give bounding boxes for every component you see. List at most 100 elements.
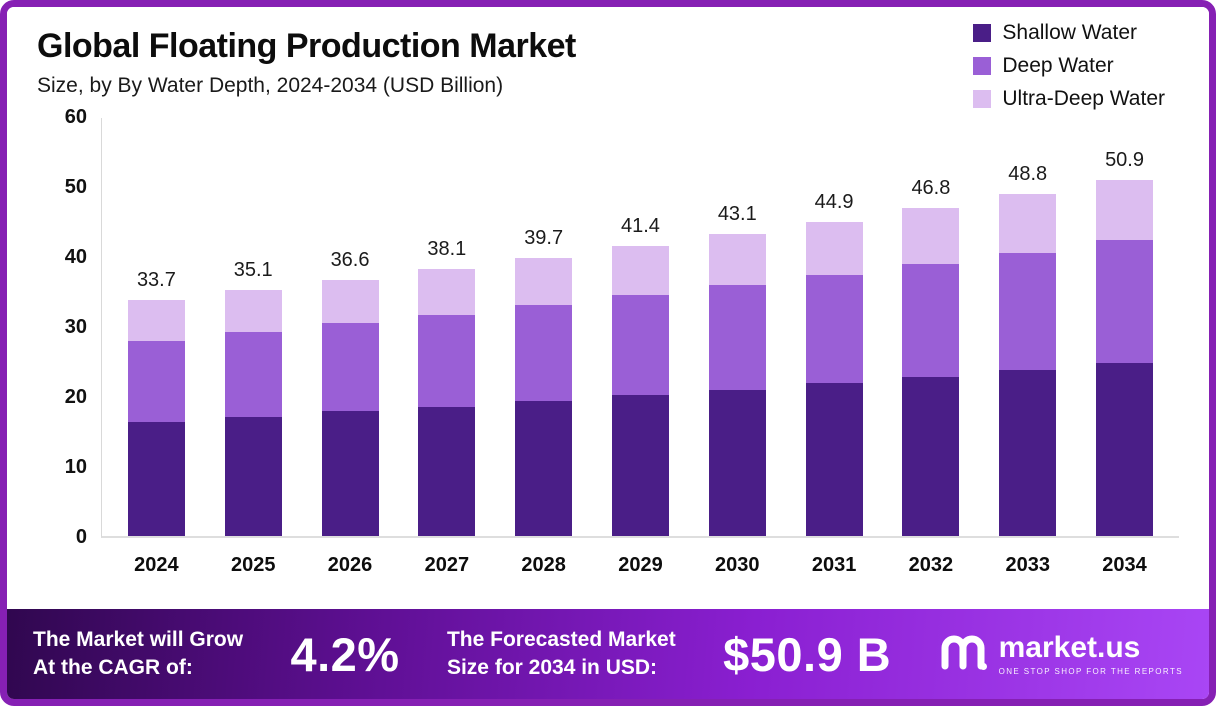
- brand-tagline: ONE STOP SHOP FOR THE REPORTS: [998, 666, 1183, 676]
- forecast-label: The Forecasted Market Size for 2034 in U…: [447, 626, 676, 683]
- stacked-bar: [418, 269, 476, 536]
- forecast-label-line2: Size for 2034 in USD:: [446, 656, 658, 679]
- bar-segment-deep-water: [321, 323, 379, 412]
- legend-item: Deep Water: [973, 54, 1165, 78]
- y-axis-tick-label: 10: [64, 456, 87, 478]
- bar-segment-shallow-water: [805, 383, 863, 536]
- x-axis-tick-label: 2028: [521, 554, 566, 576]
- legend-item: Ultra-Deep Water: [973, 87, 1165, 111]
- stacked-bar: [1096, 179, 1154, 536]
- cagr-label: The Market will Grow At the CAGR of:: [33, 626, 243, 683]
- stacked-bar: [515, 258, 573, 536]
- y-axis-tick-label: 60: [64, 106, 87, 128]
- y-axis-tick-label: 30: [64, 316, 87, 338]
- chart-section: Global Floating Production Market Size, …: [7, 7, 1209, 609]
- y-axis-tick-label: 0: [75, 526, 87, 548]
- forecast-value: $50.9 B: [723, 627, 892, 681]
- plot-bars: 33.7 35.1 36.6 38.1 39.7 41.4 43.1 44.9 46.8 48.8…: [102, 118, 1179, 536]
- y-axis-tick-label: 50: [64, 176, 87, 198]
- marketus-logo-icon: [939, 633, 987, 676]
- bar-segment-ultra-deep-water: [805, 221, 863, 275]
- bar-segment-deep-water: [805, 274, 863, 384]
- bar-group: 50.9: [1076, 149, 1173, 536]
- x-axis-tick-label: 2031: [811, 554, 857, 576]
- legend-swatch: [973, 24, 992, 42]
- stacked-bar: [999, 194, 1057, 536]
- bar-segment-shallow-water: [1096, 363, 1154, 536]
- bar-segment-ultra-deep-water: [127, 300, 185, 341]
- x-axis-tick-label: 2030: [715, 554, 760, 576]
- bar-total-label: 39.7: [524, 227, 564, 250]
- x-axis-tick-label: 2026: [327, 554, 373, 576]
- stacked-bar: [224, 290, 282, 536]
- bar-segment-ultra-deep-water: [1096, 179, 1154, 240]
- bar-segment-deep-water: [224, 332, 282, 417]
- x-axis-labels: 2024 2025 2026 2027 2028 2029 2030 2031 2032 2033…: [102, 554, 1179, 577]
- stacked-bar: [708, 234, 766, 536]
- cagr-value: 4.2%: [290, 627, 400, 681]
- legend-label: Deep Water: [1002, 54, 1114, 77]
- bar-total-label: 33.7: [136, 269, 176, 292]
- plot-area: 33.7 35.1 36.6 38.1 39.7 41.4 43.1 44.9 46.8 48.8…: [101, 118, 1179, 538]
- footer-banner: The Market will Grow At the CAGR of: 4.2…: [7, 609, 1209, 699]
- bar-total-label: 36.6: [330, 248, 370, 271]
- bar-segment-shallow-water: [999, 370, 1057, 536]
- x-axis-tick-label: 2024: [134, 554, 179, 576]
- legend-label: Shallow Water: [1002, 21, 1137, 44]
- bar-segment-deep-water: [127, 340, 185, 422]
- y-axis-tick-label: 20: [64, 386, 87, 408]
- x-axis-tick-label: 2029: [618, 554, 663, 576]
- bar-total-label: 46.8: [911, 177, 951, 200]
- cagr-label-line1: The Market will Grow: [33, 627, 244, 651]
- stacked-bar: [611, 246, 669, 536]
- y-axis-tick-label: 40: [64, 246, 87, 268]
- bar-segment-shallow-water: [127, 421, 185, 536]
- bar-segment-deep-water: [611, 295, 669, 396]
- bar-segment-ultra-deep-water: [708, 234, 766, 286]
- brand-name: market.us: [998, 630, 1141, 664]
- bar-group: 38.1: [398, 238, 495, 536]
- bar-segment-shallow-water: [515, 400, 573, 536]
- x-axis-tick-label: 2032: [908, 554, 954, 576]
- bar-segment-ultra-deep-water: [999, 194, 1057, 253]
- y-axis: 0 10 20 30 40 50 60: [37, 106, 101, 548]
- chart-title: Global Floating Production Market: [37, 27, 576, 65]
- bar-total-label: 35.1: [233, 259, 273, 282]
- stacked-bar: [127, 300, 185, 536]
- chart-header: Global Floating Production Market Size, …: [37, 27, 1179, 98]
- bar-segment-ultra-deep-water: [321, 279, 379, 324]
- bar-segment-deep-water: [902, 264, 960, 378]
- bar-segment-deep-water: [1096, 239, 1154, 364]
- stacked-bar: [902, 208, 960, 536]
- bar-total-label: 44.9: [814, 190, 854, 213]
- bar-group: 44.9: [786, 191, 883, 536]
- legend-swatch: [973, 57, 992, 75]
- bar-total-label: 38.1: [427, 238, 467, 261]
- bar-segment-ultra-deep-water: [515, 258, 573, 306]
- bar-group: 48.8: [979, 163, 1076, 536]
- bar-total-label: 43.1: [717, 203, 757, 226]
- bar-segment-ultra-deep-water: [611, 246, 669, 296]
- cagr-label-line2: At the CAGR of:: [33, 656, 193, 679]
- bar-segment-shallow-water: [418, 406, 476, 536]
- bar-group: 39.7: [495, 227, 592, 536]
- chart-subtitle: Size, by By Water Depth, 2024-2034 (USD …: [37, 74, 504, 97]
- bar-total-label: 41.4: [621, 215, 660, 238]
- bar-segment-deep-water: [418, 314, 476, 407]
- bar-segment-shallow-water: [902, 377, 960, 536]
- bar-segment-deep-water: [708, 285, 766, 390]
- bar-segment-ultra-deep-water: [418, 269, 476, 315]
- legend-swatch: [973, 90, 992, 108]
- x-axis-tick-label: 2033: [1005, 554, 1050, 576]
- brand: market.us ONE STOP SHOP FOR THE REPORTS: [939, 630, 1183, 676]
- bar-group: 36.6: [302, 249, 399, 536]
- x-axis-tick-label: 2034: [1102, 554, 1147, 576]
- bar-total-label: 48.8: [1008, 163, 1048, 186]
- x-axis-tick-label: 2025: [230, 554, 276, 576]
- bar-segment-deep-water: [999, 252, 1057, 371]
- bar-group: 46.8: [883, 177, 980, 536]
- bar-group: 33.7: [108, 269, 205, 536]
- legend: Shallow Water Deep Water Ultra-Deep Water: [973, 21, 1165, 120]
- bar-group: 41.4: [592, 215, 689, 536]
